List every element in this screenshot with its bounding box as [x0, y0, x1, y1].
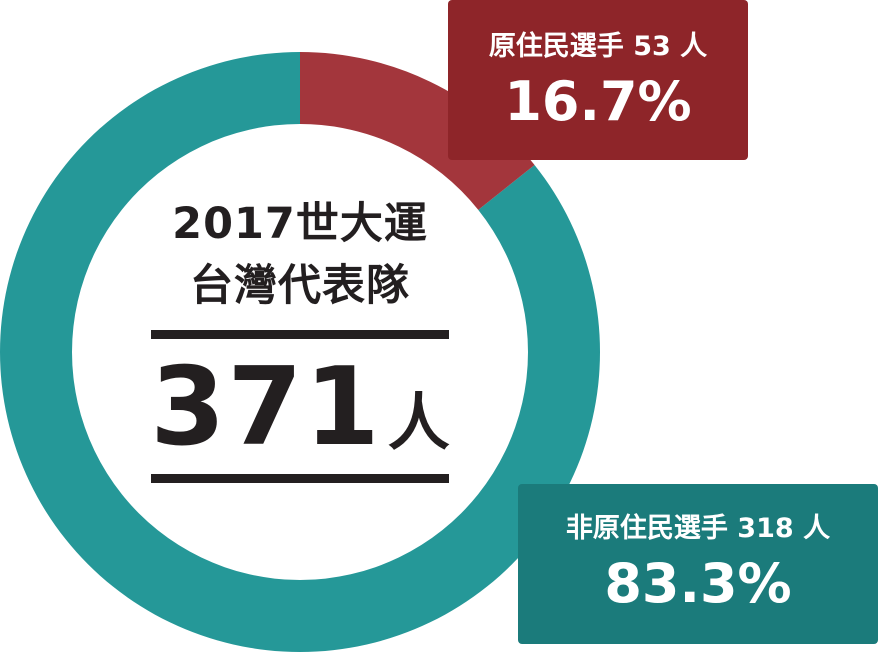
total-unit: 人 [387, 386, 450, 459]
label-indigenous-percent: 16.7% [504, 70, 692, 133]
total-count: 371人 [140, 348, 460, 483]
label-indigenous-name: 原住民選手 53 人 [488, 31, 708, 62]
label-non-indigenous: 非原住民選手 318 人 83.3% [518, 484, 878, 644]
bottom-rule [151, 474, 449, 483]
label-non-indigenous-name: 非原住民選手 318 人 [565, 513, 831, 544]
label-indigenous: 原住民選手 53 人 16.7% [448, 0, 748, 160]
center-title-line2: 台灣代表隊 [190, 261, 410, 311]
center-title-line1: 2017世大運 [172, 199, 428, 249]
slice-indigenous [300, 52, 535, 210]
top-rule [151, 330, 449, 339]
label-non-indigenous-percent: 83.3% [604, 552, 792, 615]
total-number: 371 [150, 345, 382, 470]
